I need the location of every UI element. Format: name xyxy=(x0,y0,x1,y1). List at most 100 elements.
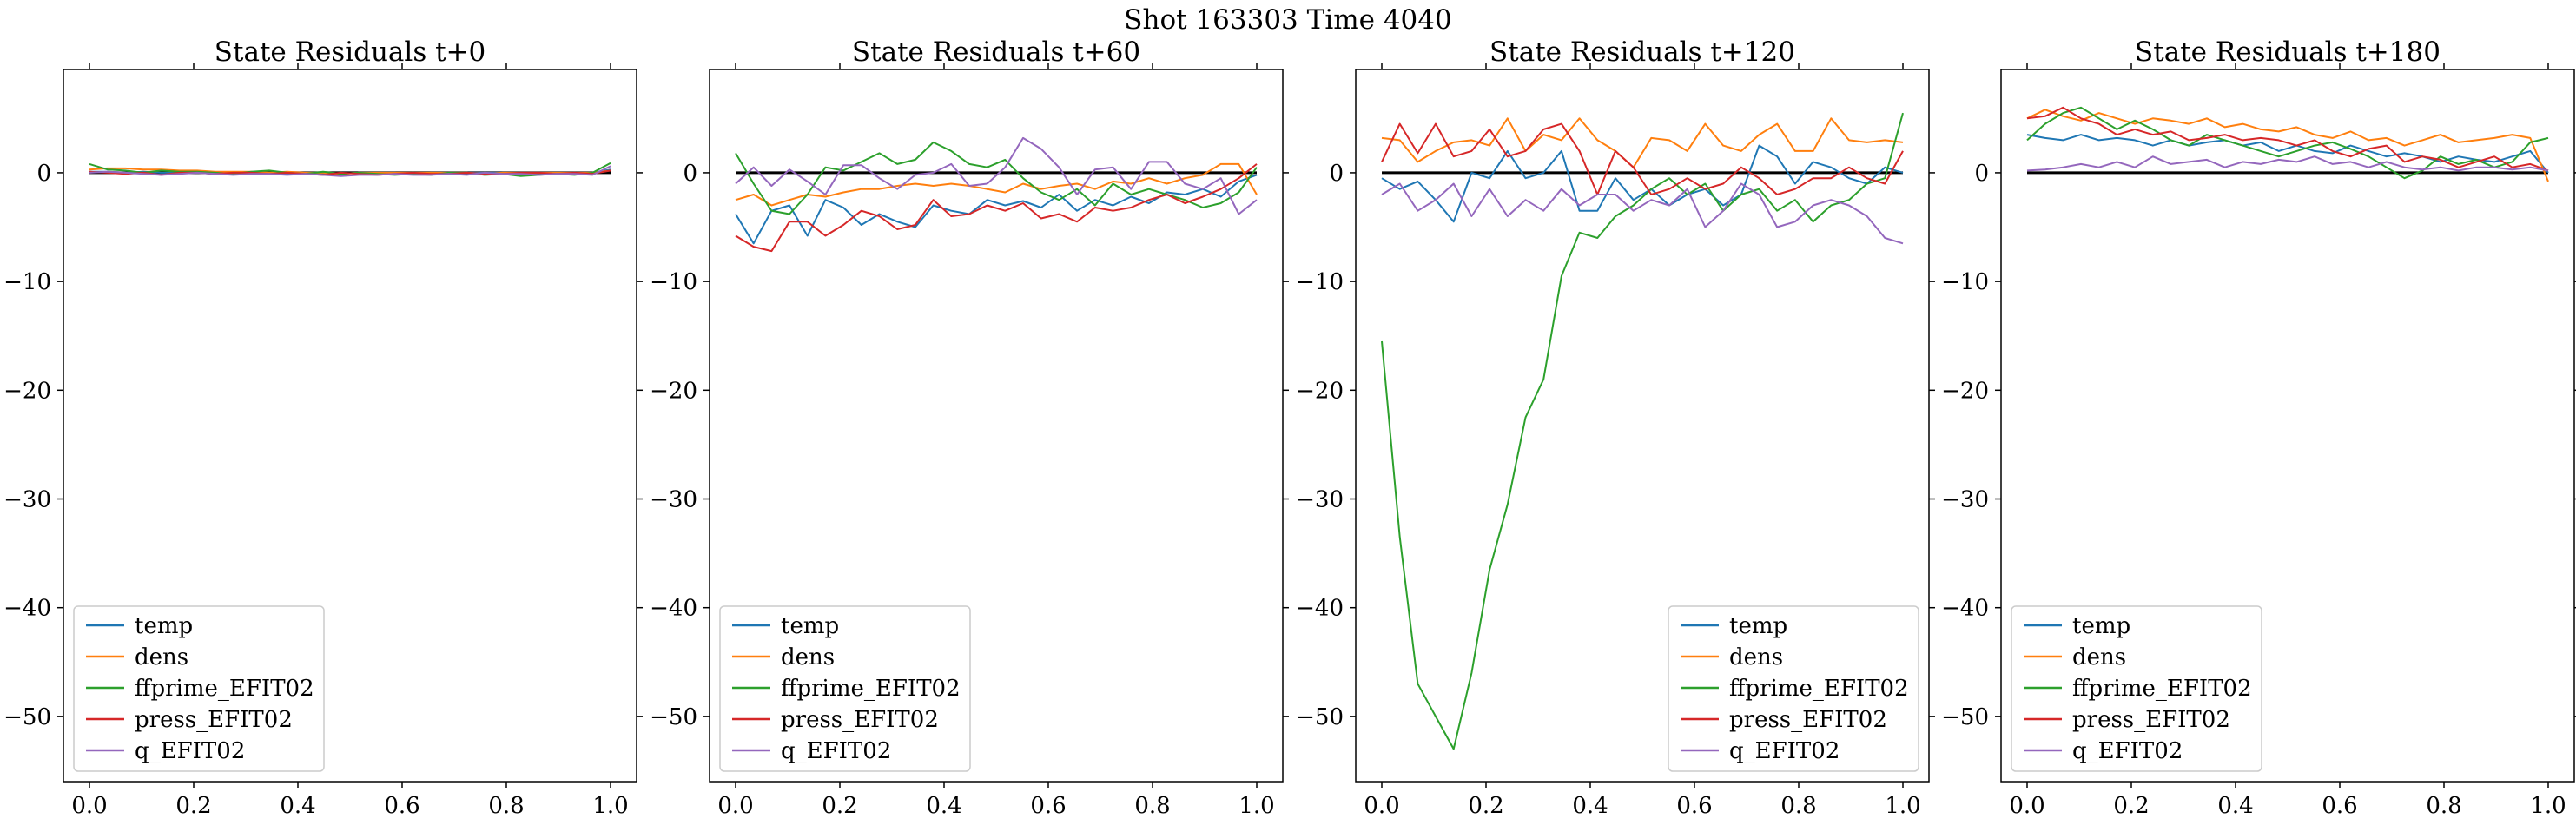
x-tick-label: 0.2 xyxy=(2113,793,2149,819)
y-tick-label: 0 xyxy=(683,161,697,187)
subplot-2: State Residuals t+60 0.0 0.2 0.4 0.6 0.8 1.0 0 −… xyxy=(650,36,1289,819)
y-tick-label: −30 xyxy=(3,487,51,513)
legend-label: ffprime_EFIT02 xyxy=(2072,676,2252,702)
legend-box xyxy=(1668,605,1919,772)
series-line-press-efit02 xyxy=(2026,106,2549,172)
legend-label: temp xyxy=(135,613,193,639)
y-tick-label: −30 xyxy=(650,487,697,513)
series-line-press-efit02 xyxy=(1381,122,1904,195)
legend-label: press_EFIT02 xyxy=(2072,707,2230,733)
legend-label: q_EFIT02 xyxy=(135,738,245,764)
y-tick-label: −10 xyxy=(3,269,51,295)
series-line-temp xyxy=(735,174,1258,245)
axes-frame xyxy=(63,69,637,783)
subplot-1: State Residuals t+0 0.0 0.2 0.4 0.6 0.8 1.0 0 −1… xyxy=(3,36,643,819)
x-tick-label: 0.8 xyxy=(2426,793,2461,819)
series-line-press-efit02 xyxy=(735,163,1258,253)
x-tick-label: 0.2 xyxy=(822,793,857,819)
y-tick-label: 0 xyxy=(1974,161,1989,187)
x-tick-label: 0.8 xyxy=(488,793,524,819)
subplot-4: State Residuals t+180 0.0 0.2 0.4 0.6 0.8 1.0 0… xyxy=(1941,36,2576,819)
y-tick-label: −30 xyxy=(1941,487,1989,513)
x-tick-label: 0.6 xyxy=(1676,793,1712,819)
chart-panels: State Residuals t+0 0.0 0.2 0.4 0.6 0.8 1.0 0 −1… xyxy=(3,36,2576,819)
legend-box xyxy=(2011,605,2262,772)
legend-label: press_EFIT02 xyxy=(781,707,939,733)
series-line-ffprime-efit02 xyxy=(2026,106,2549,180)
series-line-dens xyxy=(735,162,1258,207)
y-tick-label: 0 xyxy=(36,161,51,187)
x-tick-label: 1.0 xyxy=(592,793,628,819)
subplot-title: State Residuals t+120 xyxy=(1489,36,1795,68)
series-line-q-efit02 xyxy=(735,136,1258,215)
y-tick-label: −20 xyxy=(1296,378,1344,404)
legend-label: press_EFIT02 xyxy=(1729,707,1887,733)
subplot-title: State Residuals t+0 xyxy=(215,36,485,68)
legend-label: temp xyxy=(2072,613,2130,639)
x-tick-label: 0.0 xyxy=(1364,793,1399,819)
y-tick-label: −20 xyxy=(1941,378,1989,404)
legend-label: dens xyxy=(2072,644,2126,670)
x-tick-label: 0.4 xyxy=(926,793,961,819)
legend: temp dens ffprime_EFIT02 press_EFIT02 q_EFIT… xyxy=(73,605,325,772)
legend-label: ffprime_EFIT02 xyxy=(1729,676,1909,702)
y-tick-label: −10 xyxy=(650,269,697,295)
series-line-q-efit02 xyxy=(89,165,611,177)
series-line-dens xyxy=(1381,117,1904,168)
legend-box xyxy=(73,605,325,772)
legend-box xyxy=(719,605,971,772)
x-tick-label: 0.6 xyxy=(1030,793,1066,819)
y-tick-label: −10 xyxy=(1296,269,1344,295)
legend: temp dens ffprime_EFIT02 press_EFIT02 q_EFIT… xyxy=(2011,605,2262,772)
x-tick-label: 0.8 xyxy=(1134,793,1170,819)
x-tick-label: 0.0 xyxy=(2009,793,2044,819)
y-tick-label: −50 xyxy=(1296,704,1344,730)
legend-label: dens xyxy=(781,644,835,670)
legend-label: dens xyxy=(135,644,188,670)
legend-label: q_EFIT02 xyxy=(2072,738,2183,764)
x-tick-label: 0.4 xyxy=(280,793,315,819)
x-tick-label: 1.0 xyxy=(2530,793,2566,819)
figure-title: Shot 163303 Time 4040 xyxy=(1124,4,1451,36)
series-line-temp xyxy=(2026,134,2549,174)
x-tick-label: 1.0 xyxy=(1885,793,1920,819)
y-tick-label: −40 xyxy=(3,596,51,622)
y-tick-label: −10 xyxy=(1941,269,1989,295)
legend-label: temp xyxy=(781,613,839,639)
x-tick-label: 0.2 xyxy=(175,793,211,819)
x-tick-label: 0.6 xyxy=(384,793,419,819)
y-tick-label: −50 xyxy=(3,704,51,730)
axes-frame xyxy=(709,69,1284,783)
series-line-dens xyxy=(2026,109,2549,182)
y-tick-label: −40 xyxy=(1941,596,1989,622)
y-tick-label: −20 xyxy=(650,378,697,404)
legend: temp dens ffprime_EFIT02 press_EFIT02 q_EFIT… xyxy=(1668,605,1919,772)
subplot-3: State Residuals t+120 0.0 0.2 0.4 0.6 0.8 1.0 0… xyxy=(1296,36,1935,819)
y-tick-label: −40 xyxy=(650,596,697,622)
legend-label: ffprime_EFIT02 xyxy=(135,676,314,702)
legend-label: q_EFIT02 xyxy=(1729,738,1840,764)
series-line-ffprime-efit02 xyxy=(1381,112,1904,750)
series-line-q-efit02 xyxy=(1381,182,1904,245)
legend: temp dens ffprime_EFIT02 press_EFIT02 q_EFIT… xyxy=(719,605,971,772)
series-line-temp xyxy=(1381,144,1904,223)
subplot-title: State Residuals t+180 xyxy=(2135,36,2441,68)
subplot-title: State Residuals t+60 xyxy=(852,36,1140,68)
legend-label: press_EFIT02 xyxy=(135,707,293,733)
axes-frame xyxy=(2000,69,2575,783)
y-tick-label: −30 xyxy=(1296,487,1344,513)
legend-label: dens xyxy=(1729,644,1783,670)
x-tick-label: 0.4 xyxy=(2217,793,2253,819)
axes-frame xyxy=(1355,69,1930,783)
x-tick-label: 0.0 xyxy=(717,793,753,819)
y-tick-label: −50 xyxy=(650,704,697,730)
y-tick-label: −50 xyxy=(1941,704,1989,730)
x-tick-label: 0.8 xyxy=(1780,793,1816,819)
series-line-q-efit02 xyxy=(2026,155,2549,172)
x-tick-label: 1.0 xyxy=(1238,793,1274,819)
y-tick-label: −20 xyxy=(3,378,51,404)
series-line-press-efit02 xyxy=(89,169,611,176)
x-tick-label: 0.0 xyxy=(71,793,107,819)
legend-label: q_EFIT02 xyxy=(781,738,891,764)
